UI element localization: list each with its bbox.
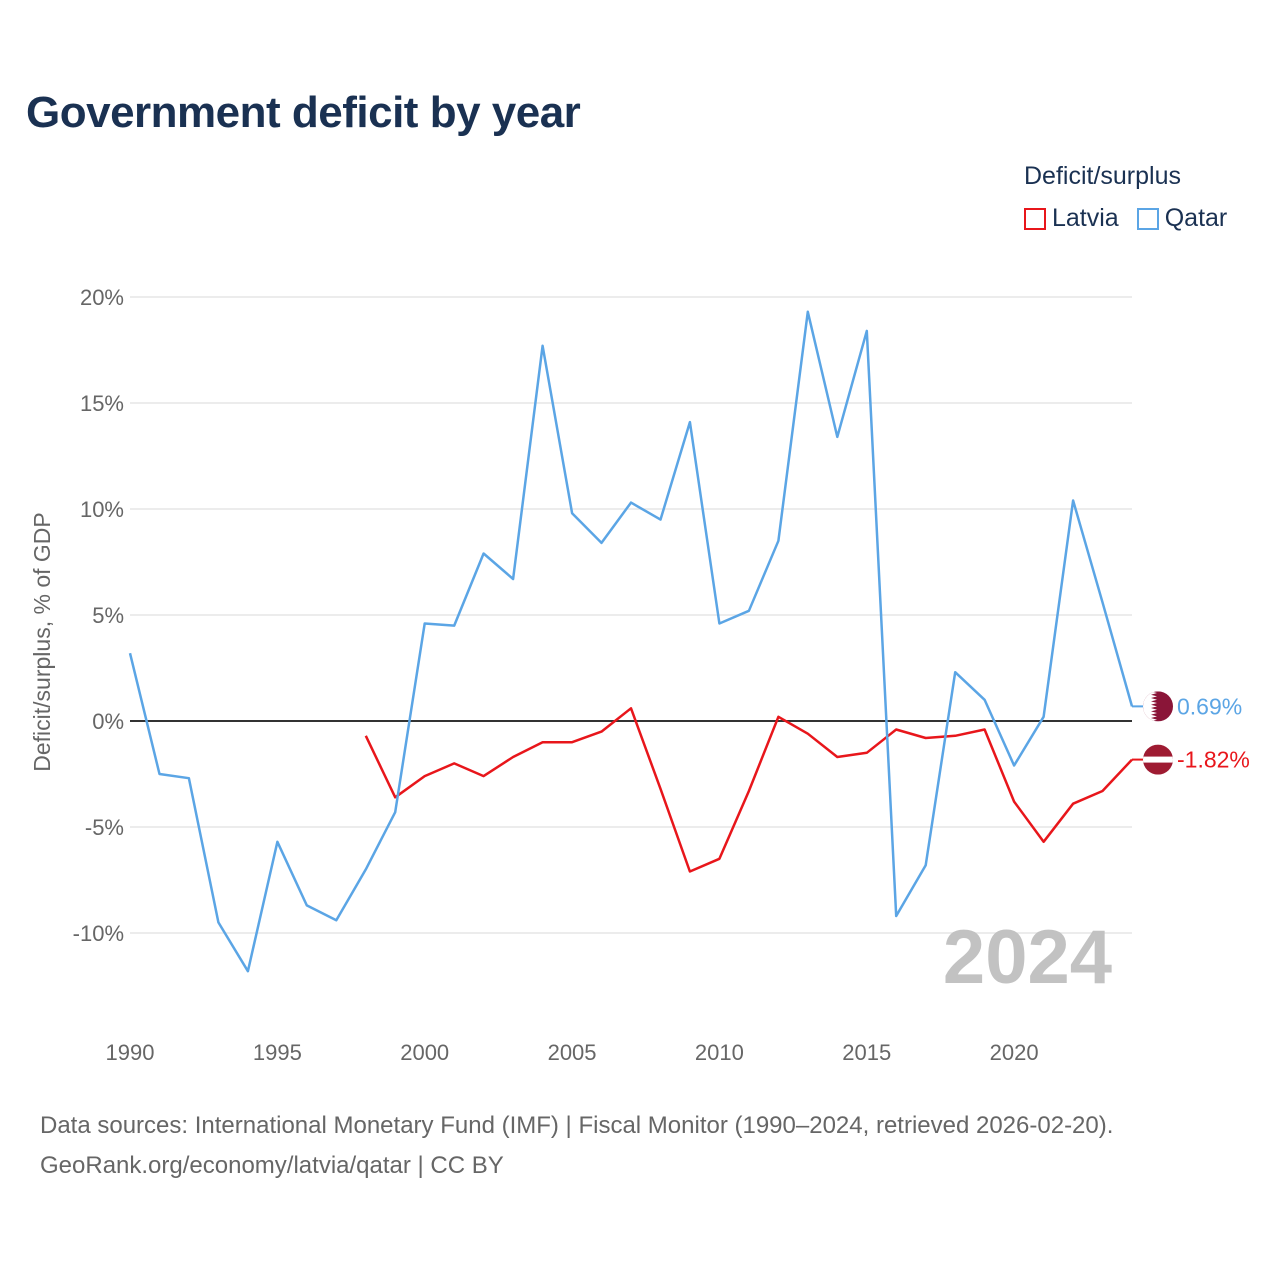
x-tick-label: 2015: [842, 1040, 891, 1065]
end-label-latvia: -1.82%: [1177, 747, 1250, 773]
series-lines: [128, 310, 1134, 973]
chart-title: Government deficit by year: [26, 88, 581, 137]
x-tick-label: 1995: [253, 1040, 302, 1065]
qatar-flag-icon: [1143, 691, 1173, 722]
x-tick-label: 1990: [106, 1040, 155, 1065]
legend-label-qatar: Qatar: [1164, 204, 1228, 232]
footer-attribution[interactable]: GeoRank.org/economy/latvia/qatar | CC BY: [40, 1152, 504, 1179]
grid-lines: [130, 296, 1132, 934]
y-tick-label: -10%: [73, 921, 124, 946]
series-line-qatar: [128, 310, 1134, 973]
end-markers: -1.82% 0.69%: [1132, 691, 1250, 775]
legend-item-qatar[interactable]: Qatar: [1136, 204, 1228, 233]
x-tick-labels: 1990 1995 2000 2005 2010 2015 2020: [106, 1040, 1039, 1065]
y-tick-label: 10%: [80, 497, 124, 522]
x-tick-label: 2005: [548, 1040, 597, 1065]
x-tick-label: 2010: [695, 1040, 744, 1065]
y-tick-label: 5%: [92, 603, 124, 628]
legend-title: Deficit/surplus: [1024, 162, 1181, 190]
series-line-latvia: [364, 707, 1133, 873]
y-tick-label: 20%: [80, 285, 124, 310]
footer-sources: Data sources: International Monetary Fun…: [40, 1112, 1114, 1139]
y-tick-label: 0%: [92, 709, 124, 734]
y-tick-label: 15%: [80, 391, 124, 416]
year-watermark: 2024: [943, 915, 1112, 1000]
end-label-qatar: 0.69%: [1177, 693, 1242, 719]
legend-swatch-latvia: [1024, 207, 1046, 230]
y-tick-label: -5%: [85, 815, 124, 840]
x-tick-label: 2000: [400, 1040, 449, 1065]
latvia-flag-icon: [1143, 744, 1173, 775]
footer: Data sources: International Monetary Fun…: [40, 1106, 1113, 1186]
y-tick-labels: 20% 15% 10% 5% 0% -5% -10%: [73, 285, 124, 946]
x-tick-label: 2020: [990, 1040, 1039, 1065]
legend-swatch-qatar: [1136, 207, 1159, 230]
legend-item-latvia[interactable]: Latvia: [1024, 204, 1119, 233]
y-axis-label: Deficit/surplus, % of GDP: [29, 512, 55, 771]
legend-label-latvia: Latvia: [1052, 204, 1119, 232]
legend: Latvia Qatar: [1024, 204, 1245, 233]
